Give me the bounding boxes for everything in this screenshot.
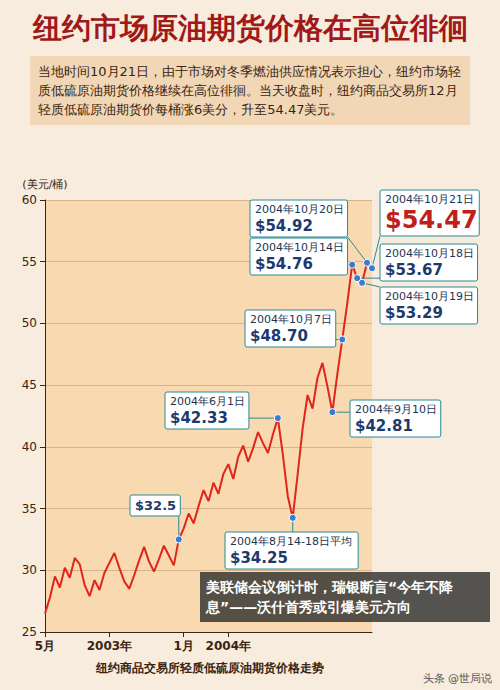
svg-text:2004年10月21日: 2004年10月21日 (385, 193, 474, 206)
html-text:纽约商品交易所轻质低硫原油期货价格走势: 纽约商品交易所轻质低硫原油期货价格走势 (96, 661, 324, 675)
svg-text:1月: 1月 (174, 639, 194, 653)
svg-text:$48.70: $48.70 (250, 327, 308, 345)
svg-text:2004年6月1日: 2004年6月1日 (170, 395, 245, 408)
svg-text:40: 40 (22, 440, 37, 454)
svg-text:2004年9月10日: 2004年9月10日 (355, 403, 437, 416)
svg-text:$34.25: $34.25 (230, 549, 288, 567)
svg-text:$32.5: $32.5 (135, 498, 176, 513)
svg-text:55: 55 (22, 255, 37, 269)
svg-text:35: 35 (22, 502, 37, 516)
svg-text:$54.47: $54.47 (385, 206, 478, 234)
svg-text:2004年: 2004年 (206, 639, 251, 653)
svg-text:25: 25 (22, 625, 37, 639)
svg-text:2004年10月14日: 2004年10月14日 (255, 241, 344, 254)
svg-text:$54.76: $54.76 (255, 255, 313, 273)
svg-text:$53.67: $53.67 (385, 261, 443, 279)
html-text:美联储会议倒计时，瑞银断言“今年不降息”——沃什首秀或引爆美: 美联储会议倒计时，瑞银断言“今年不降息”——沃什首秀或引爆美元方向 (206, 579, 454, 615)
html-text:头条 @世局说: 头条 @世局说 (422, 672, 492, 685)
svg-text:2004年10月7日: 2004年10月7日 (250, 313, 332, 326)
svg-text:30: 30 (22, 563, 37, 577)
svg-text:2004年8月14-18日平均: 2004年8月14-18日平均 (230, 535, 352, 548)
svg-text:5月: 5月 (35, 639, 55, 653)
svg-text:60: 60 (22, 193, 37, 207)
svg-text:$42.81: $42.81 (355, 417, 413, 435)
svg-text:2003年: 2003年 (87, 639, 132, 653)
svg-text:2004年10月18日: 2004年10月18日 (385, 247, 474, 260)
svg-text:2004年10月20日: 2004年10月20日 (255, 203, 344, 216)
svg-text:2004年10月19日: 2004年10月19日 (385, 290, 474, 303)
svg-text:(美元/桶): (美元/桶) (22, 178, 67, 191)
html-text:当地时间10月21日，由于市场对冬季燃油供应情况表示担心，纽: 当地时间10月21日，由于市场对冬季燃油供应情况表示担心，纽约市场轻质低硫原油期… (38, 64, 462, 117)
html-text:纽约市场原油期货价格在高位徘徊: 纽约市场原油期货价格在高位徘徊 (32, 11, 468, 45)
svg-text:$53.29: $53.29 (385, 304, 443, 322)
svg-text:50: 50 (22, 316, 37, 330)
svg-text:45: 45 (22, 378, 37, 392)
svg-text:$42.33: $42.33 (170, 409, 228, 427)
svg-text:$54.92: $54.92 (255, 217, 313, 235)
